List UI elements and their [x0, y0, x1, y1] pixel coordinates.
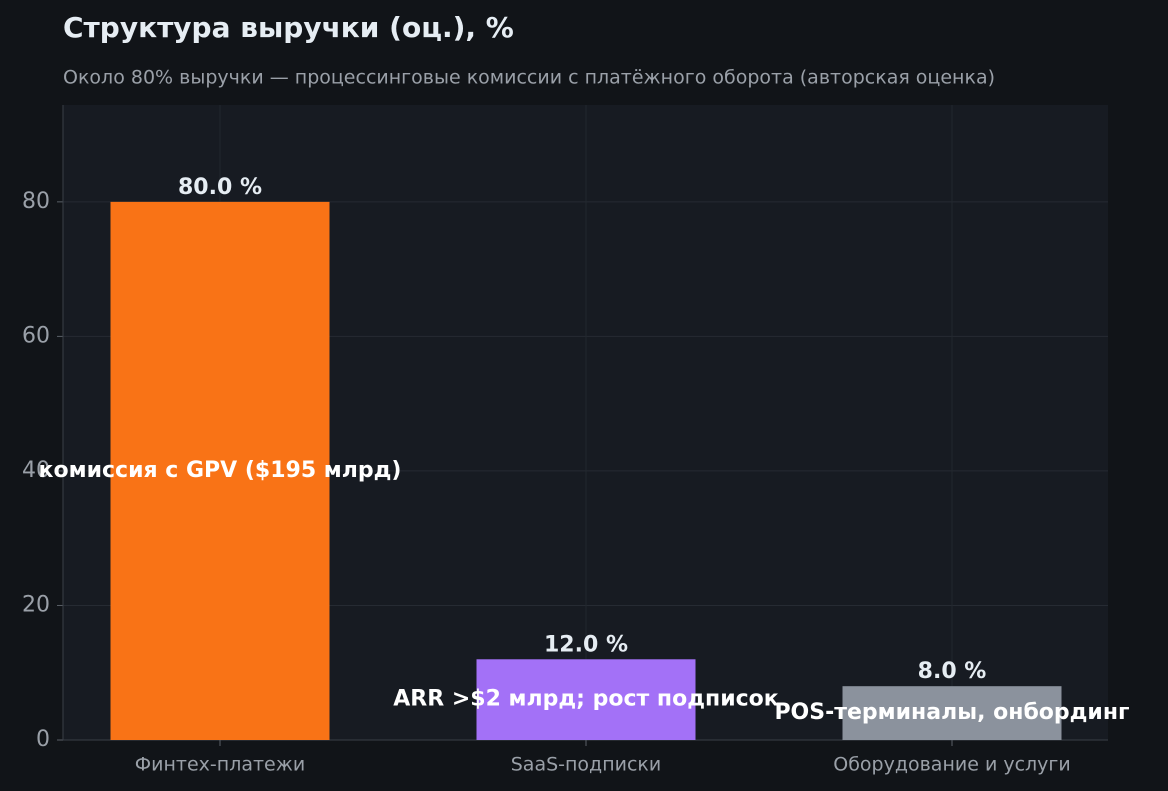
y-tick-label: 40 — [22, 458, 50, 483]
y-tick-label: 80 — [22, 189, 50, 214]
bar-annotation: комиссия с GPV ($195 млрд) — [39, 458, 402, 483]
y-tick-label: 60 — [22, 323, 50, 348]
y-tick-label: 20 — [22, 592, 50, 617]
bar — [842, 686, 1062, 740]
bar-annotation: ARR >$2 млрд; рост подписок — [393, 687, 779, 712]
bar — [476, 659, 696, 740]
x-tick-label: SaaS-подписки — [511, 754, 662, 776]
value-label: 80.0 % — [178, 175, 262, 200]
value-label: 8.0 % — [918, 659, 987, 684]
value-label: 12.0 % — [544, 632, 628, 657]
y-tick-label: 0 — [36, 727, 50, 752]
bar-annotation: POS-терминалы, онбординг — [774, 700, 1129, 725]
bar — [110, 201, 330, 741]
chart-title: Структура выручки (оц.), % — [63, 11, 514, 44]
x-tick-label: Финтех-платежи — [135, 754, 305, 776]
x-tick-label: Оборудование и услуги — [833, 754, 1071, 776]
chart-subtitle: Около 80% выручки — процессинговые комис… — [63, 67, 995, 89]
